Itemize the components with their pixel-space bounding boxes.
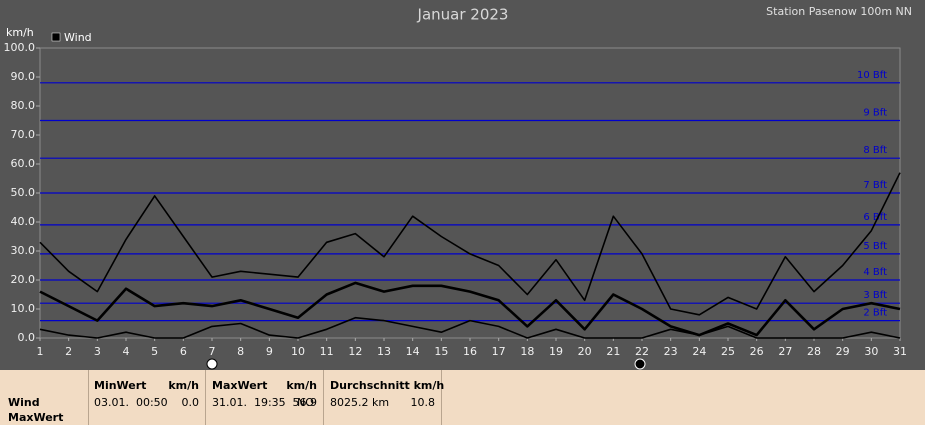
x-tick-label: 28 [807,345,821,358]
y-tick-label: 80.0 [11,99,36,112]
x-tick-label: 12 [348,345,362,358]
y-tick-label: 70.0 [11,128,36,141]
bft-label: 10 Bft [857,70,887,81]
chart-title: Januar 2023 [417,6,509,24]
x-tick-label: 27 [778,345,792,358]
x-tick-label: 15 [434,345,448,358]
x-tick-label: 2 [65,345,72,358]
x-tick-label: 23 [664,345,678,358]
x-tick-label: 8 [237,345,244,358]
x-tick-label: 4 [123,345,130,358]
row-labels: Wind MaxWert [0,370,89,425]
value: 10.8 [410,396,436,409]
y-tick-label: 50.0 [11,186,36,199]
x-tick-label: 17 [492,345,506,358]
x-tick-label: 29 [836,345,850,358]
x-tick-label: 1 [37,345,44,358]
x-tick-label: 20 [578,345,592,358]
y-tick-label: 40.0 [11,215,36,228]
avg-cell: Durchschnitt km/h 8025.2 km 10.8 [324,370,445,425]
series-line [39,281,901,337]
x-tick-label: 3 [94,345,101,358]
x-tick-label: 13 [377,345,391,358]
y-tick-label: 30.0 [11,244,36,257]
x-tick-label: 25 [721,345,735,358]
x-tick-label: 9 [266,345,273,358]
y-tick-label: 100.0 [4,41,36,54]
y-tick-label: 20.0 [11,273,36,286]
max-cell: MaxWert km/h 31.01. 19:35 NO 56.9 [206,370,324,425]
x-tick-label: 26 [750,345,764,358]
x-tick-label: 10 [291,345,305,358]
time: 03.01. 00:50 [94,396,168,409]
legend-label: Wind [64,31,92,44]
x-tick-label: 6 [180,345,187,358]
moon-new [634,358,646,370]
header: MinWert [94,379,147,392]
bft-label: 4 Bft [863,267,887,278]
moon-full [206,358,218,370]
header: Durchschnitt km/h [330,379,445,392]
plot: 0.0 10.0 20.0 30.0 40.0 50.0 60.0 70.0 80.0 90.0 1… [4,41,908,358]
value: 56.9 [292,396,318,409]
x-tick-label: 22 [635,345,649,358]
bft-label: 7 Bft [863,180,887,191]
bft-label: 8 Bft [863,145,887,156]
x-tick-label: 16 [463,345,477,358]
unit: km/h [286,379,317,392]
distance: 8025.2 km [330,396,390,409]
x-tick-label: 30 [864,345,878,358]
chart: Januar 2023 Station Pasenow 100m NN km/h… [4,5,912,370]
value: 0.0 [181,396,200,409]
bft-label: 2 Bft [863,308,887,319]
time: 31.01. 19:35 [212,396,286,409]
y-tick-label: 90.0 [11,70,36,83]
bft-label: 3 Bft [863,290,887,301]
min-cell: MinWert km/h 03.01. 00:50 0.0 [88,370,206,425]
station-label: Station Pasenow 100m NN [766,5,912,18]
x-tick-label: 14 [406,345,420,358]
x-tick-label: 7 [209,345,216,358]
bft-label: 9 Bft [863,108,887,119]
header: MaxWert [212,379,268,392]
series-line [39,172,901,316]
bft-label: 6 Bft [863,212,887,223]
series-line [39,316,901,339]
row-label: Wind [8,396,40,409]
y-tick-label: 60.0 [11,157,36,170]
legend-swatch [51,32,61,42]
x-tick-label: 31 [893,345,907,358]
unit: km/h [168,379,199,392]
y-axis-label: km/h [6,26,34,39]
direction: NO [297,396,314,409]
bft-label: 5 Bft [863,241,887,252]
row-label: MaxWert [8,411,64,424]
x-tick-label: 21 [606,345,620,358]
x-tick-label: 19 [549,345,563,358]
x-tick-label: 11 [320,345,334,358]
x-tick-label: 5 [151,345,158,358]
y-tick-label: 0.0 [18,331,36,344]
y-tick-label: 10.0 [11,302,36,315]
summary-panel: Wind MaxWert MinWert km/h 03.01. 00:50 0… [0,370,925,425]
x-tick-label: 18 [520,345,534,358]
x-tick-label: 24 [692,345,706,358]
